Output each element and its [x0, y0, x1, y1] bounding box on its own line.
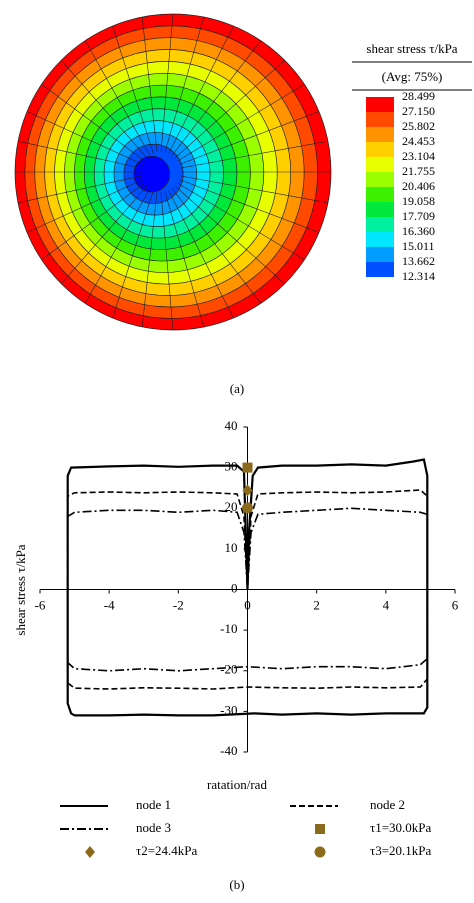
mesh-line [61, 185, 148, 284]
legend-label: 12.314 [402, 269, 435, 283]
series-line [66, 489, 429, 690]
y-axis-label: shear stress τ/kPa [13, 544, 28, 635]
legend-swatch [366, 247, 394, 262]
legend-label: 17.709 [402, 209, 435, 223]
caption: (b) [229, 877, 244, 892]
contour-band [133, 155, 171, 193]
x-tick-label: -2 [173, 597, 184, 612]
mesh-line [17, 175, 142, 204]
mesh-line [171, 40, 262, 156]
legend-swatch [366, 262, 394, 277]
legend-marker [314, 846, 326, 858]
x-tick-label: -4 [104, 597, 115, 612]
x-tick-label: -6 [35, 597, 46, 612]
mesh-line [41, 182, 145, 261]
legend-label: 13.662 [402, 254, 435, 268]
mesh-line [177, 83, 305, 162]
y-tick-label: 20 [225, 499, 238, 514]
mesh-line [41, 83, 145, 162]
mesh-line [61, 60, 148, 159]
marker-point [242, 484, 253, 497]
legend-label: 25.802 [402, 119, 435, 133]
legend-marker [85, 846, 95, 858]
legend-swatch [366, 217, 394, 232]
mesh-line [179, 179, 320, 233]
mesh-line [141, 17, 158, 153]
legend-swatch [366, 187, 394, 202]
mesh-line [112, 190, 154, 319]
mesh-line [168, 190, 234, 319]
mesh-line [160, 13, 174, 153]
x-tick-label: 0 [244, 597, 251, 612]
legend-label: τ1=30.0kPa [370, 820, 432, 835]
legend-label: 27.150 [402, 104, 435, 118]
mesh-line [171, 188, 262, 304]
mesh-line [168, 25, 234, 154]
mesh-line [180, 175, 329, 204]
y-tick-label: -40 [220, 743, 237, 758]
legend-marker [315, 824, 325, 834]
legend-label: node 3 [136, 820, 171, 835]
marker-point [242, 462, 253, 473]
mesh-line [174, 60, 285, 159]
legend-label: τ3=20.1kPa [370, 843, 432, 858]
mesh-line [179, 111, 320, 165]
legend-label: 20.406 [402, 179, 435, 193]
marker-point [242, 502, 253, 514]
mesh-line [177, 182, 305, 261]
legend-swatch [366, 112, 394, 127]
mesh-line [180, 140, 329, 169]
y-tick-label: 40 [225, 418, 238, 433]
legend-label: 28.499 [402, 89, 435, 103]
series-line [66, 458, 429, 717]
legend-label: 21.755 [402, 164, 435, 178]
legend-label: 16.360 [402, 224, 435, 238]
mesh-line [160, 191, 174, 331]
x-tick-label: 6 [452, 597, 459, 612]
legend-swatch [366, 142, 394, 157]
mesh-line [164, 16, 205, 153]
y-tick-label: -20 [220, 662, 237, 677]
legend-swatch [366, 202, 394, 217]
y-tick-label: -10 [220, 621, 237, 636]
mesh-line [141, 191, 158, 327]
legend-label: 15.011 [402, 239, 435, 253]
legend-label: node 1 [136, 797, 171, 812]
caption: (a) [230, 381, 244, 396]
y-tick-label: 0 [231, 580, 238, 595]
x-tick-label: 2 [313, 597, 320, 612]
legend-label: 24.453 [402, 134, 435, 148]
legend-label: τ2=24.4kPa [136, 843, 198, 858]
mesh-line [112, 25, 154, 154]
legend-swatch [366, 127, 394, 142]
legend-label: 23.104 [402, 149, 435, 163]
legend-swatch [366, 232, 394, 247]
y-tick-label: 10 [225, 540, 238, 555]
legend-title: shear stress τ/kPa [366, 41, 457, 56]
x-axis-label: ratation/rad [207, 777, 267, 792]
x-tick-label: 4 [383, 597, 390, 612]
legend-label: 19.058 [402, 194, 435, 208]
legend-swatch [366, 157, 394, 172]
legend-subtitle: (Avg: 75%) [382, 69, 443, 84]
legend-label: node 2 [370, 797, 405, 812]
mesh-line [26, 179, 143, 233]
legend-swatch [366, 97, 394, 112]
series-line [66, 507, 429, 672]
mesh-line [84, 40, 151, 156]
mesh-line [174, 185, 285, 284]
mesh-line [17, 140, 142, 169]
legend-swatch [366, 172, 394, 187]
mesh-line [164, 191, 205, 328]
mesh-line [84, 188, 151, 304]
mesh-line [26, 111, 143, 165]
